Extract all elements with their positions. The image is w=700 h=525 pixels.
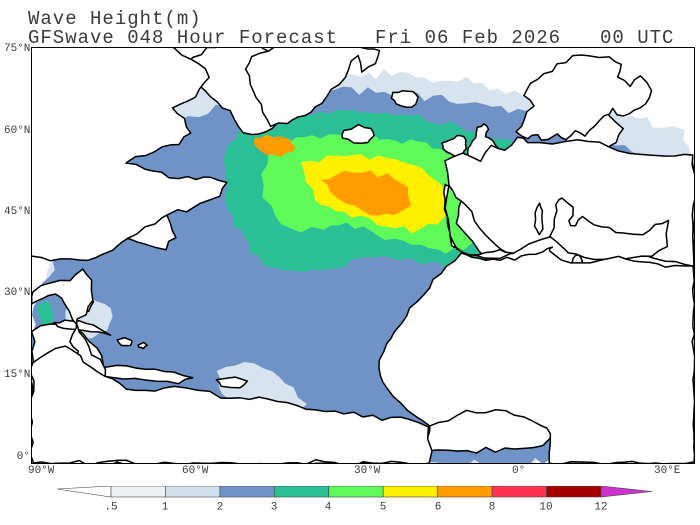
svg-text:5: 5 bbox=[380, 502, 387, 514]
svg-text:4: 4 bbox=[325, 502, 332, 514]
svg-text:.5: .5 bbox=[104, 502, 117, 514]
svg-text:1: 1 bbox=[162, 502, 169, 514]
svg-text:3: 3 bbox=[271, 502, 278, 514]
svg-text:8: 8 bbox=[489, 502, 496, 514]
svg-text:2: 2 bbox=[217, 502, 224, 514]
svg-text:10: 10 bbox=[539, 502, 552, 514]
svg-text:12: 12 bbox=[594, 502, 607, 514]
svg-text:6: 6 bbox=[435, 502, 442, 514]
